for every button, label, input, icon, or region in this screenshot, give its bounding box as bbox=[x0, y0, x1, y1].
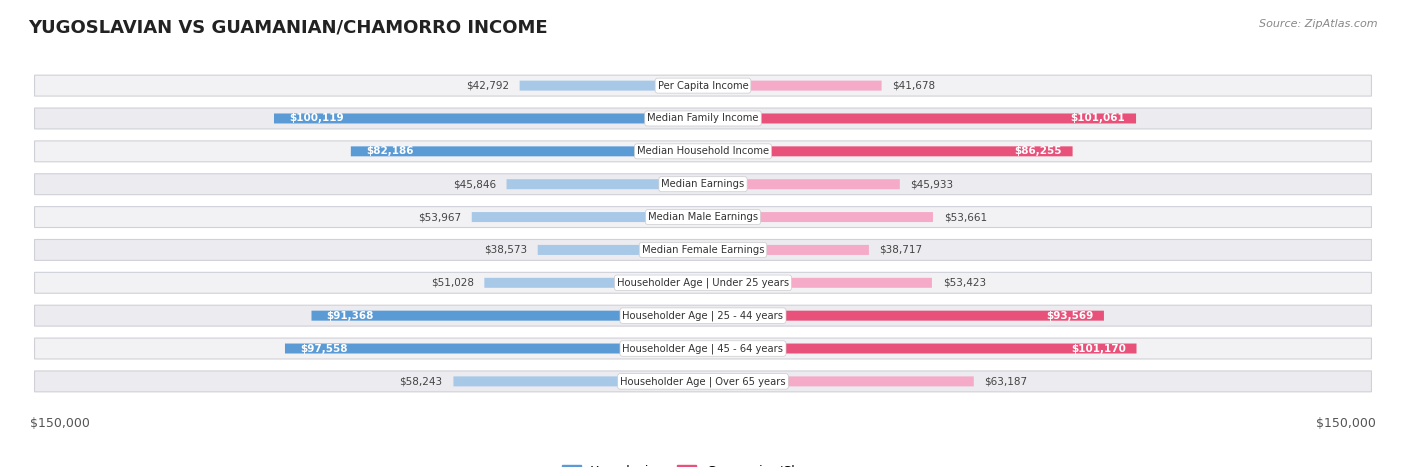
Text: $93,569: $93,569 bbox=[1046, 311, 1094, 321]
FancyBboxPatch shape bbox=[484, 278, 703, 288]
Text: $53,423: $53,423 bbox=[942, 278, 986, 288]
Text: Per Capita Income: Per Capita Income bbox=[658, 81, 748, 91]
FancyBboxPatch shape bbox=[35, 174, 1371, 195]
Legend: Yugoslavian, Guamanian/Chamorro: Yugoslavian, Guamanian/Chamorro bbox=[557, 460, 849, 467]
Text: $38,717: $38,717 bbox=[880, 245, 922, 255]
Text: Median Family Income: Median Family Income bbox=[647, 113, 759, 123]
FancyBboxPatch shape bbox=[703, 344, 1136, 354]
Text: Householder Age | Under 25 years: Householder Age | Under 25 years bbox=[617, 277, 789, 288]
FancyBboxPatch shape bbox=[506, 179, 703, 189]
Text: $86,255: $86,255 bbox=[1014, 146, 1062, 156]
Text: Householder Age | 25 - 44 years: Householder Age | 25 - 44 years bbox=[623, 311, 783, 321]
FancyBboxPatch shape bbox=[703, 179, 900, 189]
Text: Householder Age | 45 - 64 years: Householder Age | 45 - 64 years bbox=[623, 343, 783, 354]
Text: $101,061: $101,061 bbox=[1070, 113, 1125, 123]
FancyBboxPatch shape bbox=[703, 146, 1073, 156]
FancyBboxPatch shape bbox=[703, 376, 974, 386]
Text: $58,243: $58,243 bbox=[399, 376, 443, 386]
Text: Source: ZipAtlas.com: Source: ZipAtlas.com bbox=[1260, 19, 1378, 28]
Text: $45,933: $45,933 bbox=[911, 179, 953, 189]
Text: $41,678: $41,678 bbox=[893, 81, 935, 91]
Text: $91,368: $91,368 bbox=[326, 311, 374, 321]
Text: Median Earnings: Median Earnings bbox=[661, 179, 745, 189]
Text: $42,792: $42,792 bbox=[465, 81, 509, 91]
FancyBboxPatch shape bbox=[703, 278, 932, 288]
Text: $101,170: $101,170 bbox=[1071, 344, 1126, 354]
FancyBboxPatch shape bbox=[35, 338, 1371, 359]
Text: Median Female Earnings: Median Female Earnings bbox=[641, 245, 765, 255]
Text: $63,187: $63,187 bbox=[984, 376, 1028, 386]
FancyBboxPatch shape bbox=[453, 376, 703, 386]
Text: Median Household Income: Median Household Income bbox=[637, 146, 769, 156]
Text: Householder Age | Over 65 years: Householder Age | Over 65 years bbox=[620, 376, 786, 387]
FancyBboxPatch shape bbox=[35, 272, 1371, 293]
FancyBboxPatch shape bbox=[537, 245, 703, 255]
FancyBboxPatch shape bbox=[352, 146, 703, 156]
FancyBboxPatch shape bbox=[35, 240, 1371, 261]
Text: $97,558: $97,558 bbox=[299, 344, 347, 354]
Text: $45,846: $45,846 bbox=[453, 179, 496, 189]
Text: Median Male Earnings: Median Male Earnings bbox=[648, 212, 758, 222]
FancyBboxPatch shape bbox=[312, 311, 703, 321]
FancyBboxPatch shape bbox=[35, 305, 1371, 326]
Text: YUGOSLAVIAN VS GUAMANIAN/CHAMORRO INCOME: YUGOSLAVIAN VS GUAMANIAN/CHAMORRO INCOME bbox=[28, 19, 548, 37]
FancyBboxPatch shape bbox=[285, 344, 703, 354]
Text: $53,661: $53,661 bbox=[943, 212, 987, 222]
Text: $82,186: $82,186 bbox=[366, 146, 413, 156]
Text: $38,573: $38,573 bbox=[484, 245, 527, 255]
FancyBboxPatch shape bbox=[35, 371, 1371, 392]
Text: $51,028: $51,028 bbox=[430, 278, 474, 288]
FancyBboxPatch shape bbox=[703, 245, 869, 255]
FancyBboxPatch shape bbox=[703, 81, 882, 91]
FancyBboxPatch shape bbox=[520, 81, 703, 91]
FancyBboxPatch shape bbox=[274, 113, 703, 123]
FancyBboxPatch shape bbox=[35, 141, 1371, 162]
FancyBboxPatch shape bbox=[703, 311, 1104, 321]
Text: $100,119: $100,119 bbox=[290, 113, 343, 123]
FancyBboxPatch shape bbox=[703, 212, 934, 222]
Text: $53,967: $53,967 bbox=[418, 212, 461, 222]
FancyBboxPatch shape bbox=[35, 75, 1371, 96]
FancyBboxPatch shape bbox=[472, 212, 703, 222]
FancyBboxPatch shape bbox=[35, 108, 1371, 129]
FancyBboxPatch shape bbox=[703, 113, 1136, 123]
FancyBboxPatch shape bbox=[35, 206, 1371, 227]
